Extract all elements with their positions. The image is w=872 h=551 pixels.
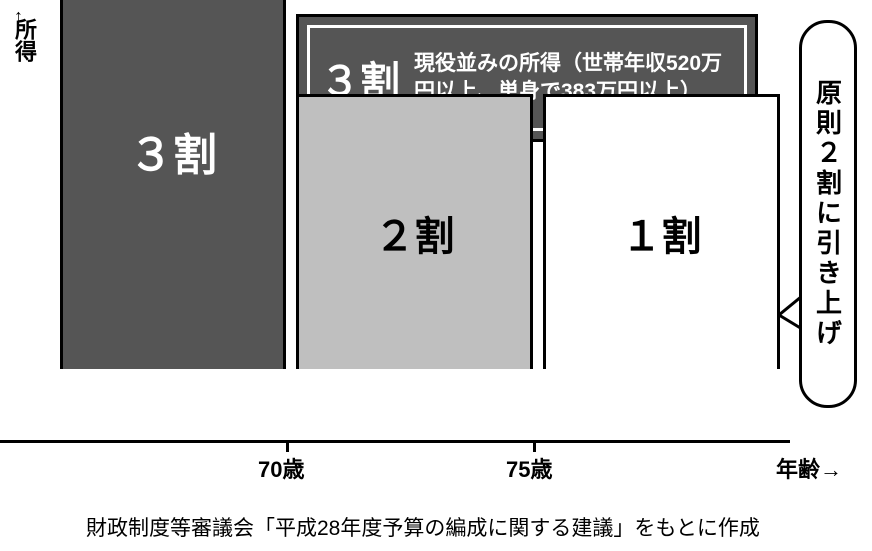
tick-label-75: 75歳 <box>506 452 552 484</box>
bar-75-plus: １割 <box>543 94 780 369</box>
bar-75-plus-label: １割 <box>622 204 702 262</box>
x-axis-label: 年齢→ <box>776 452 842 484</box>
tick-75 <box>533 440 536 452</box>
bar-70-74-label: ２割 <box>375 204 455 262</box>
callout-bubble: 原則２割に引き上げ <box>799 20 857 408</box>
tick-label-70: 70歳 <box>258 452 304 484</box>
bar-under-70-label: ３割 <box>129 119 217 183</box>
callout-text: 原則２割に引き上げ <box>810 79 847 349</box>
tick-70 <box>286 440 289 452</box>
bar-70-74: ２割 <box>296 94 533 369</box>
chart-area: ↑ 所得 ３割 ３割 現役並みの所得（世帯年収520万円以上、単身で383万円以… <box>0 0 872 480</box>
y-axis-label: 所得 <box>8 18 40 62</box>
x-axis-baseline <box>0 440 790 443</box>
source-text: 財政制度等審議会「平成28年度予算の編成に関する建議」をもとに作成 <box>86 512 760 542</box>
bar-under-70: ３割 <box>60 0 286 369</box>
